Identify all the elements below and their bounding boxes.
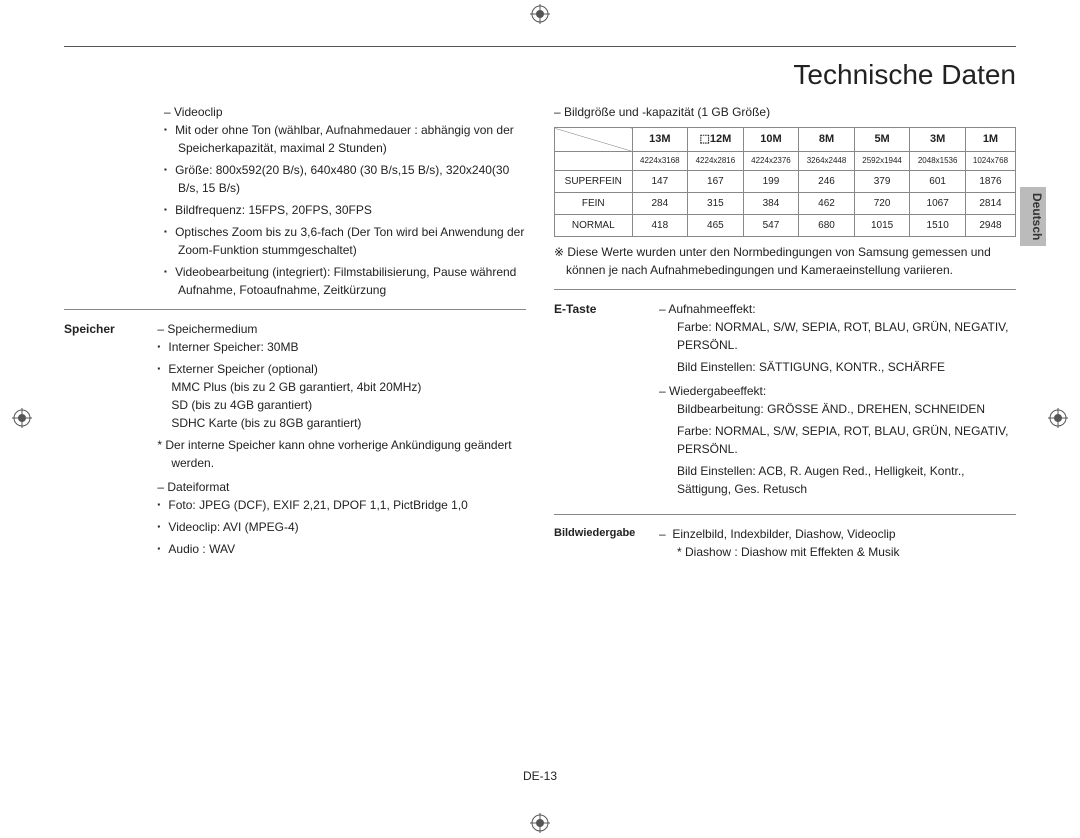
speichermedium-heading: Speichermedium — [167, 322, 257, 336]
dateiformat-heading: Dateiformat — [167, 480, 229, 494]
list-item: Foto: JPEG (DCF), EXIF 2,21, DPOF 1,1, P… — [171, 496, 519, 514]
table-cell: 284 — [632, 192, 688, 214]
separator — [554, 514, 1016, 515]
aufnahme-heading: Aufnahmeeffekt: — [668, 302, 755, 316]
table-cell: 246 — [799, 170, 855, 192]
etaste-label: E-Taste — [554, 300, 659, 504]
dateiformat-items: Foto: JPEG (DCF), EXIF 2,21, DPOF 1,1, P… — [157, 496, 519, 558]
table-cell: 2592x1944 — [854, 151, 910, 170]
list-item: Interner Speicher: 30MB — [171, 338, 519, 356]
table-cell: 2048x1536 — [910, 151, 966, 170]
table-row-label: SUPERFEIN — [555, 170, 633, 192]
videoclip-items: Mit oder ohne Ton (wählbar, Aufnahmedaue… — [164, 121, 526, 299]
registration-mark-top — [530, 4, 550, 24]
list-item: Bildfrequenz: 15FPS, 20FPS, 30FPS — [178, 201, 526, 219]
table-cell: 379 — [854, 170, 910, 192]
registration-mark-bottom — [530, 813, 550, 833]
table-cell: 2814 — [965, 192, 1015, 214]
table-cell: 1510 — [910, 214, 966, 236]
table-cell: 384 — [743, 192, 799, 214]
text-line: Bild Einstellen: ACB, R. Augen Red., Hel… — [677, 462, 1016, 498]
table-cell: 418 — [632, 214, 688, 236]
bildwiedergabe-main: Einzelbild, Indexbilder, Diashow, Videoc… — [672, 527, 895, 541]
table-row-label: FEIN — [555, 192, 633, 214]
registration-mark-left — [12, 408, 32, 428]
table-cell: 3264x2448 — [799, 151, 855, 170]
table-cell: 1067 — [910, 192, 966, 214]
separator — [554, 289, 1016, 290]
speicher-note: Der interne Speicher kann ohne vorherige… — [157, 436, 519, 472]
table-cell: 4224x2816 — [688, 151, 744, 170]
table-cell: 147 — [632, 170, 688, 192]
table-cell: 1876 — [965, 170, 1015, 192]
table-cell: 2948 — [965, 214, 1015, 236]
table-header: 1M — [965, 128, 1015, 152]
table-cell: 601 — [910, 170, 966, 192]
asterisk-icon: ※ — [554, 245, 567, 259]
left-column: Videoclip Mit oder ohne Ton (wählbar, Au… — [64, 103, 526, 564]
capacity-heading: Bildgröße und -kapazität (1 GB Größe) — [554, 103, 1016, 121]
table-cell: 720 — [854, 192, 910, 214]
right-column: Bildgröße und -kapazität (1 GB Größe) 13… — [554, 103, 1016, 564]
table-cell: 4224x3168 — [632, 151, 688, 170]
registration-mark-right — [1048, 408, 1068, 428]
table-cell: 199 — [743, 170, 799, 192]
table-cell: 465 — [688, 214, 744, 236]
speichermedium-items: Interner Speicher: 30MB Externer Speicher… — [157, 338, 519, 432]
capacity-table: 13M⬚12M10M8M5M3M1M 4224x31684224x2816422… — [554, 127, 1016, 237]
table-cell: 547 — [743, 214, 799, 236]
table-header: 10M — [743, 128, 799, 152]
table-header: 13M — [632, 128, 688, 152]
page-content: Deutsch Technische Daten Videoclip Mit o… — [64, 46, 1016, 791]
table-row-label: NORMAL — [555, 214, 633, 236]
text-line: Farbe: NORMAL, S/W, SEPIA, ROT, BLAU, GR… — [677, 422, 1016, 458]
page-title: Technische Daten — [64, 59, 1016, 91]
table-cell: 680 — [799, 214, 855, 236]
table-header: ⬚12M — [688, 128, 744, 152]
bildwiedergabe-label: Bildwiedergabe — [554, 525, 659, 561]
text-line: Bildbearbeitung: GRÖSSE ÄND., DREHEN, SC… — [677, 400, 1016, 418]
wiedergabe-heading: Wiedergabeeffekt: — [669, 384, 766, 398]
table-header: 3M — [910, 128, 966, 152]
list-item: Externer Speicher (optional) MMC Plus (b… — [171, 360, 519, 432]
table-header: 8M — [799, 128, 855, 152]
separator — [64, 309, 526, 310]
language-tab: Deutsch — [1020, 187, 1046, 246]
list-item: Mit oder ohne Ton (wählbar, Aufnahmedaue… — [178, 121, 526, 157]
table-cell: 1024x768 — [965, 151, 1015, 170]
text-line: Bild Einstellen: SÄTTIGUNG, KONTR., SCHÄ… — [677, 358, 1016, 376]
list-item: Größe: 800x592(20 B/s), 640x480 (30 B/s,… — [178, 161, 526, 197]
table-cell: 4224x2376 — [743, 151, 799, 170]
list-item: Optisches Zoom bis zu 3,6-fach (Der Ton … — [178, 223, 526, 259]
text-line: Farbe: NORMAL, S/W, SEPIA, ROT, BLAU, GR… — [677, 318, 1016, 354]
speicher-label: Speicher — [64, 320, 154, 338]
table-cell: 462 — [799, 192, 855, 214]
table-cell: 315 — [688, 192, 744, 214]
table-cell: 167 — [688, 170, 744, 192]
capacity-note: Diese Werte wurden unter den Normbedingu… — [566, 245, 991, 277]
videoclip-heading: Videoclip — [174, 105, 222, 119]
list-item: Videoclip: AVI (MPEG-4) — [171, 518, 519, 536]
list-item: Audio : WAV — [171, 540, 519, 558]
page-number: DE-13 — [64, 769, 1016, 783]
table-cell: 1015 — [854, 214, 910, 236]
table-header: 5M — [854, 128, 910, 152]
bildwiedergabe-note: Diashow : Diashow mit Effekten & Musik — [685, 545, 900, 559]
list-item: Videobearbeitung (integriert): Filmstabi… — [178, 263, 526, 299]
